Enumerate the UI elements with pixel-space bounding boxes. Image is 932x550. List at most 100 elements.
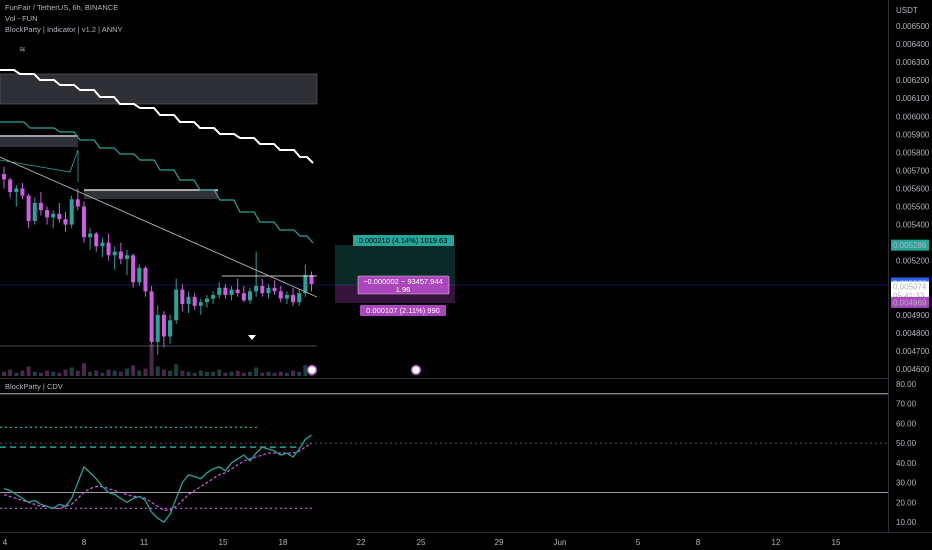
volume-bar xyxy=(63,369,68,376)
price-axis[interactable]: USDT 0.006500 0.006400 0.006300 0.006200 0.00… xyxy=(891,6,930,527)
volume-bar xyxy=(112,370,117,376)
candle-body xyxy=(81,206,86,238)
volume-bar xyxy=(32,371,37,376)
cdv-tick-label: 10.00 xyxy=(896,518,917,527)
volume-bar xyxy=(94,370,99,376)
measure-top-label: 0.000210 (4.14%) 1019.63 xyxy=(359,236,448,245)
volume-bar xyxy=(125,368,129,376)
measure-bottom-tag xyxy=(360,305,446,316)
candle-body xyxy=(75,199,80,207)
candle-body xyxy=(161,314,166,337)
time-tick-label: 11 xyxy=(140,538,149,547)
volume-pane xyxy=(2,344,314,376)
time-tick-label: 22 xyxy=(357,538,366,547)
candle-body xyxy=(57,213,62,220)
candle-body xyxy=(131,255,136,283)
volume-bar xyxy=(75,370,80,376)
volume-bar xyxy=(291,370,296,376)
price-tick-label: 0.006000 xyxy=(896,112,930,121)
volume-bar xyxy=(241,372,246,376)
candle-body xyxy=(14,188,19,193)
volume-bar xyxy=(106,369,111,376)
event-marker-icon xyxy=(410,364,422,376)
volume-bar xyxy=(235,370,240,376)
candle-body xyxy=(26,195,31,221)
candle-body xyxy=(291,294,296,303)
candle-body xyxy=(192,296,197,306)
candle-body xyxy=(94,233,99,247)
candle-body xyxy=(168,320,173,337)
cdv-tick-label: 60.00 xyxy=(896,419,917,428)
trend-line xyxy=(0,156,318,298)
price-tick-label: 0.005800 xyxy=(896,148,930,157)
measure-bottom-label: 0.000107 (2.11%) 990 xyxy=(366,306,440,315)
candle-body xyxy=(38,202,43,211)
candle-body xyxy=(204,298,209,303)
candle-body xyxy=(284,294,289,299)
upper-price-tag-bg xyxy=(891,239,929,251)
volume-bar xyxy=(26,366,31,376)
candle-body xyxy=(186,296,191,304)
cdv-tick-label: 20.00 xyxy=(896,498,917,507)
time-tick-label: 8 xyxy=(696,538,701,547)
indicator-legend: BlockParty | Indicator | v1.2 | ANNY xyxy=(5,25,123,34)
volume-bar xyxy=(143,368,148,376)
volume-bar xyxy=(284,372,289,376)
price-tick-label: 0.006200 xyxy=(896,76,930,85)
price-tick-label: 0.005900 xyxy=(896,130,930,139)
collapse-icon[interactable]: ≋ xyxy=(19,45,26,54)
volume-bar xyxy=(198,370,203,376)
candle-body xyxy=(309,275,314,285)
volume-bar xyxy=(100,372,105,376)
volume-bar xyxy=(180,370,185,376)
candle-body xyxy=(8,179,13,193)
volume-bar xyxy=(278,371,283,376)
cdv-legend: BlockParty | CDV xyxy=(5,382,63,391)
candle-body xyxy=(198,302,203,306)
event-marker-icon xyxy=(306,364,318,376)
symbol-title: FunFair / TetherUS, 6h, BINANCE xyxy=(5,3,119,12)
price-tick-label: 0.005700 xyxy=(896,166,930,175)
volume-bar xyxy=(186,371,191,376)
upper-band-line xyxy=(0,69,314,164)
price-tick-label: 0.006300 xyxy=(896,58,930,67)
candle-body xyxy=(20,188,25,196)
candle-body xyxy=(254,285,259,292)
volume-bar xyxy=(149,344,154,376)
volume-bar xyxy=(131,365,136,376)
zone-box xyxy=(84,190,218,199)
volume-bar xyxy=(8,369,13,376)
volume-bar xyxy=(168,370,173,376)
candle-body xyxy=(229,289,234,295)
time-axis[interactable]: 4 8 11 15 18 22 25 29 Jun 5 8 12 15 xyxy=(0,532,932,548)
volume-bar xyxy=(303,365,308,376)
lower-price-tag: 0.004969 xyxy=(893,298,927,307)
time-tick-label: 18 xyxy=(279,538,288,547)
time-tick-label: 12 xyxy=(772,538,781,547)
bar-countdown: 05:41:33 xyxy=(893,291,925,300)
volume-bar xyxy=(20,370,25,376)
cdv-main-line xyxy=(3,434,312,523)
candle-body xyxy=(278,291,283,299)
cdv-tick-label: 50.00 xyxy=(896,439,917,448)
volume-bar xyxy=(2,371,6,376)
candle-body xyxy=(180,289,185,304)
candle-body xyxy=(51,213,56,218)
volume-bar xyxy=(14,372,19,376)
zone-box xyxy=(0,137,78,147)
price-tick-label: 0.004900 xyxy=(896,311,930,320)
candle-body xyxy=(149,291,154,342)
candle-body xyxy=(272,287,277,292)
measure-tool[interactable]: 0.000210 (4.14%) 1019.63 −0.000002 − 9345… xyxy=(335,235,455,316)
price-tick-label: 0.005200 xyxy=(896,257,930,266)
measure-top-tag xyxy=(353,235,454,246)
current-price-tag-bg xyxy=(891,281,929,302)
candle-body xyxy=(2,174,6,180)
middle-band-line xyxy=(0,121,314,244)
volume-bar xyxy=(88,371,93,376)
volume-bar xyxy=(137,370,142,376)
candle-body xyxy=(69,199,74,225)
cdv-tick-label: 80.00 xyxy=(896,380,917,389)
cdv-tick-label: 70.00 xyxy=(896,400,917,409)
